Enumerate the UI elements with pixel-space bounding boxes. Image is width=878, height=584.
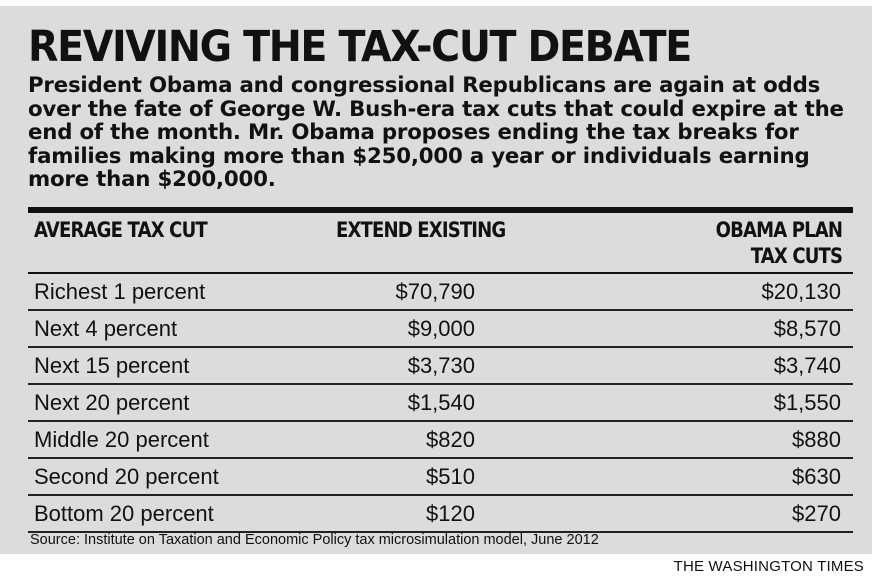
obama-plan-value: $880 <box>792 427 841 452</box>
extend-existing-value: $3,730 <box>407 353 475 378</box>
column-header-average-tax-cut: AVERAGE TAX CUT <box>34 218 208 242</box>
row-label: Next 20 percent <box>34 390 190 415</box>
table-row: Next 20 percent $1,540 $1,550 <box>28 385 853 422</box>
row-label: Richest 1 percent <box>34 279 206 304</box>
row-label: Middle 20 percent <box>34 427 209 452</box>
row-label: Second 20 percent <box>34 464 219 489</box>
column-header-obama-plan-line1: OBAMA PLAN <box>715 218 842 242</box>
column-header-obama-plan-line2: TAX CUTS <box>750 244 843 268</box>
intro-text: President Obama and congressional Republ… <box>28 73 844 192</box>
table-row: Second 20 percent $510 $630 <box>28 459 853 496</box>
extend-existing-value: $820 <box>426 427 475 452</box>
table-row: Middle 20 percent $820 $880 <box>28 422 853 459</box>
graphic-panel: REVIVING THE TAX-CUT DEBATE President Ob… <box>0 6 872 554</box>
table-row: Next 4 percent $9,000 $8,570 <box>28 311 853 348</box>
row-label: Bottom 20 percent <box>34 501 214 526</box>
table-row: Bottom 20 percent $120 $270 <box>28 496 853 533</box>
table-row: Richest 1 percent $70,790 $20,130 <box>28 274 853 311</box>
obama-plan-value: $20,130 <box>761 279 841 304</box>
row-label: Next 15 percent <box>34 353 190 378</box>
column-header-obama-plan: OBAMA PLAN TAX CUTS <box>715 217 842 269</box>
row-label: Next 4 percent <box>34 316 178 341</box>
obama-plan-value: $8,570 <box>773 316 841 341</box>
obama-plan-value: $270 <box>792 501 841 526</box>
obama-plan-value: $630 <box>792 464 841 489</box>
table-top-rule <box>28 207 853 213</box>
chart-title: REVIVING THE TAX-CUT DEBATE <box>28 22 692 72</box>
header-rule <box>28 272 853 274</box>
extend-existing-value: $120 <box>426 501 475 526</box>
obama-plan-value: $1,550 <box>773 390 841 415</box>
extend-existing-value: $70,790 <box>395 279 475 304</box>
publisher-credit: THE WASHINGTON TIMES <box>673 558 864 575</box>
table-row: Next 15 percent $3,730 $3,740 <box>28 348 853 385</box>
table-body: Richest 1 percent $70,790 $20,130 Next 4… <box>28 274 853 533</box>
source-note: Source: Institute on Taxation and Econom… <box>30 532 599 548</box>
extend-existing-value: $510 <box>426 464 475 489</box>
extend-existing-value: $9,000 <box>407 316 475 341</box>
obama-plan-value: $3,740 <box>773 353 841 378</box>
column-header-extend-existing: EXTEND EXISTING <box>336 218 506 242</box>
extend-existing-value: $1,540 <box>407 390 475 415</box>
